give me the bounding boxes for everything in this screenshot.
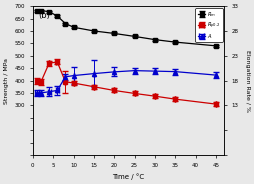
X-axis label: Time / °C: Time / °C [113,173,145,180]
Legend: $R_m$, $R_{p0.2}$, $A$: $R_m$, $R_{p0.2}$, $A$ [195,8,223,42]
Y-axis label: Elongation Rate / %: Elongation Rate / % [245,49,250,112]
Text: (b): (b) [39,11,51,20]
Y-axis label: Strength / MPa: Strength / MPa [4,58,9,104]
